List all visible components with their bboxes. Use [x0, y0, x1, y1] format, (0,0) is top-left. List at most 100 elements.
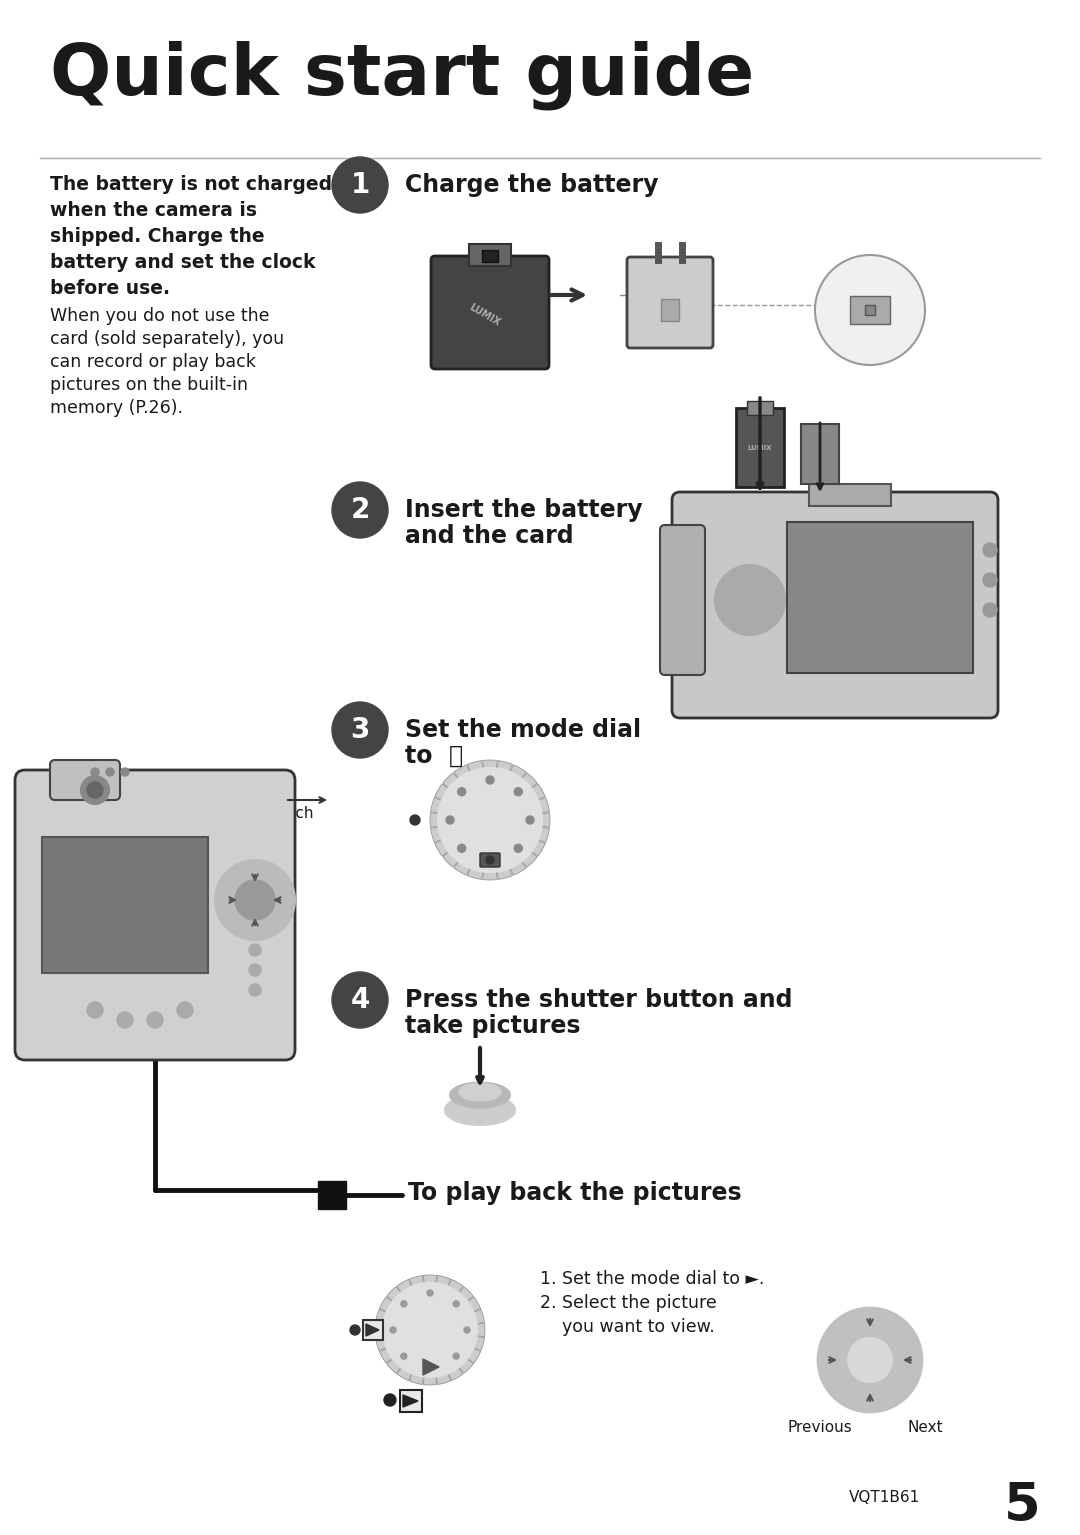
Wedge shape — [490, 784, 545, 820]
FancyBboxPatch shape — [400, 1391, 422, 1412]
Wedge shape — [430, 1329, 463, 1380]
Wedge shape — [468, 820, 490, 880]
Wedge shape — [443, 820, 490, 867]
Text: take pictures: take pictures — [405, 1015, 581, 1038]
Wedge shape — [430, 1329, 481, 1363]
FancyBboxPatch shape — [482, 250, 498, 262]
Wedge shape — [430, 1309, 485, 1329]
Circle shape — [983, 603, 997, 617]
Circle shape — [121, 768, 129, 777]
Text: When you do not use the: When you do not use the — [50, 307, 270, 325]
Text: VQT1B61: VQT1B61 — [849, 1490, 920, 1504]
Circle shape — [446, 817, 454, 824]
FancyBboxPatch shape — [850, 296, 890, 324]
Wedge shape — [435, 820, 490, 857]
Wedge shape — [387, 1286, 430, 1329]
Text: 2: 2 — [350, 496, 369, 523]
Circle shape — [249, 944, 261, 956]
Text: memory (P.26).: memory (P.26). — [50, 399, 183, 418]
Text: you want to view.: you want to view. — [540, 1319, 715, 1335]
Circle shape — [514, 787, 523, 795]
Text: when the camera is: when the camera is — [50, 201, 257, 220]
Text: Quick start guide: Quick start guide — [50, 40, 754, 109]
Circle shape — [215, 860, 295, 939]
Wedge shape — [454, 764, 490, 820]
Circle shape — [715, 565, 785, 635]
Text: 5: 5 — [1003, 1480, 1040, 1532]
Circle shape — [454, 1354, 459, 1358]
Wedge shape — [435, 784, 490, 820]
Circle shape — [384, 1394, 396, 1406]
Wedge shape — [490, 772, 537, 820]
Text: LUMIX: LUMIX — [747, 445, 772, 451]
Circle shape — [514, 844, 523, 852]
Text: Next: Next — [907, 1420, 943, 1435]
Wedge shape — [430, 1323, 485, 1337]
Circle shape — [848, 1339, 892, 1382]
FancyBboxPatch shape — [735, 408, 784, 487]
Text: The battery is not charged: The battery is not charged — [50, 175, 333, 193]
Text: 1: 1 — [350, 170, 369, 200]
Wedge shape — [490, 820, 537, 867]
Polygon shape — [366, 1325, 379, 1335]
FancyBboxPatch shape — [787, 522, 973, 672]
FancyBboxPatch shape — [480, 853, 500, 867]
Circle shape — [526, 817, 534, 824]
Ellipse shape — [459, 1084, 501, 1101]
FancyBboxPatch shape — [809, 484, 891, 507]
Circle shape — [390, 1326, 396, 1332]
Circle shape — [117, 1012, 133, 1028]
Circle shape — [427, 1289, 433, 1296]
FancyBboxPatch shape — [747, 401, 773, 414]
Circle shape — [401, 1354, 407, 1358]
Wedge shape — [490, 820, 513, 880]
Circle shape — [486, 857, 494, 864]
Wedge shape — [397, 1329, 430, 1380]
Wedge shape — [430, 1329, 473, 1374]
FancyBboxPatch shape — [50, 760, 120, 800]
Wedge shape — [490, 760, 513, 820]
Text: Insert the battery: Insert the battery — [405, 497, 643, 522]
FancyBboxPatch shape — [627, 256, 713, 348]
Wedge shape — [379, 1297, 430, 1329]
Circle shape — [87, 1002, 103, 1018]
FancyBboxPatch shape — [672, 493, 998, 718]
Circle shape — [332, 157, 388, 213]
Wedge shape — [423, 1276, 436, 1329]
Text: Previous: Previous — [787, 1420, 852, 1435]
Wedge shape — [423, 1329, 436, 1385]
Wedge shape — [409, 1276, 430, 1329]
FancyBboxPatch shape — [801, 424, 839, 484]
Polygon shape — [403, 1395, 418, 1408]
Wedge shape — [430, 1329, 485, 1351]
Circle shape — [486, 857, 494, 864]
Wedge shape — [483, 760, 497, 820]
FancyBboxPatch shape — [469, 244, 511, 266]
Circle shape — [983, 543, 997, 557]
Text: Set the mode dial: Set the mode dial — [405, 718, 642, 741]
Text: 2. Select the picture: 2. Select the picture — [540, 1294, 717, 1312]
Circle shape — [983, 573, 997, 586]
FancyBboxPatch shape — [865, 305, 875, 315]
Circle shape — [458, 787, 465, 795]
Wedge shape — [430, 1329, 450, 1385]
Text: ON/OFF Switch: ON/OFF Switch — [200, 806, 313, 821]
Wedge shape — [375, 1323, 430, 1337]
Text: to  📷: to 📷 — [405, 744, 463, 768]
Text: Camera: Camera — [200, 791, 260, 804]
Circle shape — [486, 777, 494, 784]
FancyBboxPatch shape — [42, 837, 208, 973]
Circle shape — [249, 984, 261, 996]
Circle shape — [383, 1283, 477, 1377]
Wedge shape — [430, 1279, 463, 1329]
Wedge shape — [430, 1297, 481, 1329]
Circle shape — [438, 768, 542, 872]
Wedge shape — [376, 1329, 430, 1351]
Ellipse shape — [450, 1082, 510, 1107]
Wedge shape — [468, 760, 490, 820]
Wedge shape — [430, 1286, 473, 1329]
Wedge shape — [387, 1329, 430, 1374]
Circle shape — [815, 255, 924, 365]
Circle shape — [87, 781, 103, 798]
Circle shape — [177, 1002, 193, 1018]
